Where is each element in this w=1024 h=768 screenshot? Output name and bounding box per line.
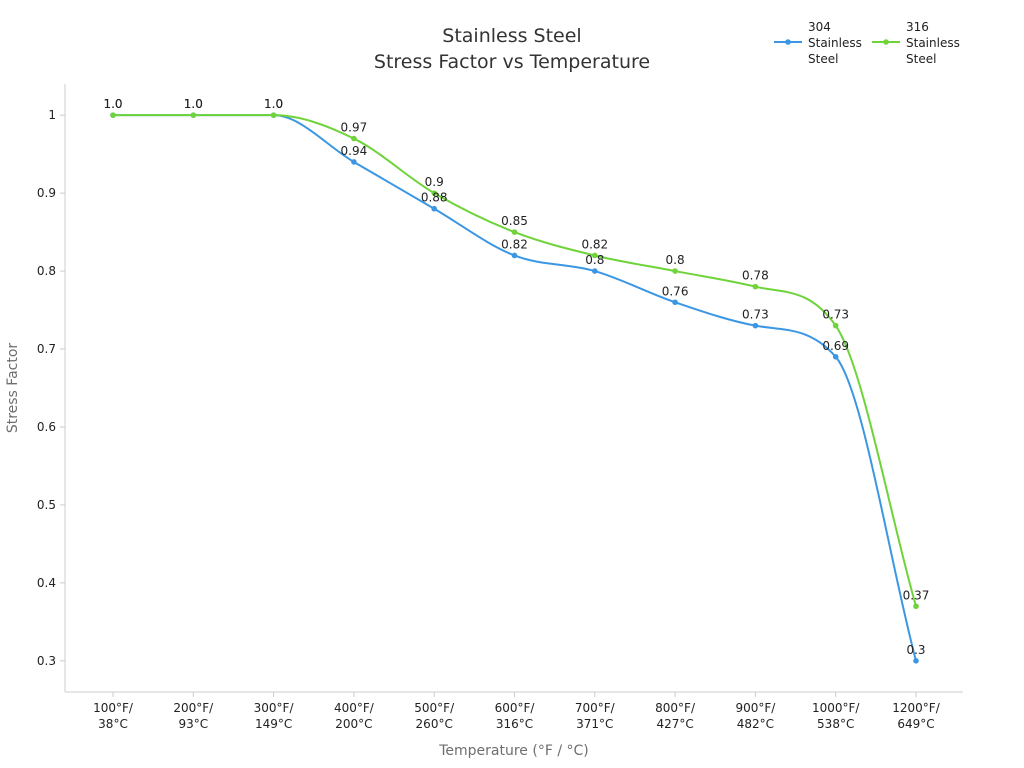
x-tick-label: 500°F/ bbox=[414, 701, 455, 715]
legend-label: Stainless bbox=[808, 36, 862, 50]
y-tick-label: 0.8 bbox=[37, 264, 56, 278]
series-1-point bbox=[832, 322, 839, 329]
series-0-data-label: 1.0 bbox=[103, 97, 122, 111]
x-tick-label: 260°C bbox=[416, 717, 453, 731]
series-0-data-label: 0.94 bbox=[341, 144, 368, 158]
x-tick-label: 371°C bbox=[576, 717, 613, 731]
series-1-data-label: 0.85 bbox=[501, 214, 528, 228]
chart-title-line-2: Stress Factor vs Temperature bbox=[374, 51, 650, 73]
series-0-point bbox=[351, 159, 357, 165]
series-1-data-label: 1.0 bbox=[103, 97, 122, 111]
y-tick-label: 0.9 bbox=[37, 186, 56, 200]
x-tick-label: 1000°F/ bbox=[812, 701, 860, 715]
y-axis-label: Stress Factor bbox=[5, 343, 21, 434]
series-1-point bbox=[190, 112, 197, 118]
series-0-data-label: 1.0 bbox=[264, 97, 283, 111]
x-tick-label: 38°C bbox=[98, 717, 128, 731]
series-0-data-label: 0.73 bbox=[742, 308, 769, 322]
x-tick-label: 93°C bbox=[178, 717, 208, 731]
x-tick-label: 800°F/ bbox=[655, 701, 696, 715]
series-1-data-label: 0.9 bbox=[425, 175, 444, 189]
x-axis-ticks: 100°F/38°C 200°F/93°C 300°F/149°C 400°F/200… bbox=[93, 692, 941, 731]
legend-swatch-marker bbox=[785, 39, 791, 45]
x-tick-label: 700°F/ bbox=[575, 701, 616, 715]
series-0-point bbox=[511, 252, 518, 259]
series-1-point bbox=[752, 283, 759, 290]
series-0-data-label: 0.69 bbox=[822, 339, 849, 353]
y-tick-label: 1 bbox=[48, 108, 56, 122]
series-0-data-label: 1.0 bbox=[184, 97, 203, 111]
series-1-data-label: 1.0 bbox=[184, 97, 203, 111]
y-axis-ticks: 0.3 0.4 0.5 0.6 0.7 0.8 0.9 1 bbox=[37, 108, 65, 668]
y-tick-label: 0.6 bbox=[37, 420, 56, 434]
y-tick-label: 0.3 bbox=[37, 654, 56, 668]
legend-label: 316 bbox=[906, 20, 929, 34]
legend-label: Steel bbox=[808, 52, 838, 66]
series-0-point bbox=[672, 299, 678, 306]
x-tick-label: 1200°F/ bbox=[892, 701, 940, 715]
series-1-point bbox=[511, 229, 518, 235]
x-tick-label: 482°C bbox=[737, 717, 774, 731]
x-tick-label: 316°C bbox=[496, 717, 533, 731]
legend-item-0[interactable]: 304 Stainless Steel bbox=[774, 20, 862, 66]
y-tick-label: 0.5 bbox=[37, 498, 56, 512]
x-axis-label: Temperature (°F / °C) bbox=[438, 743, 589, 759]
series-group bbox=[110, 112, 919, 664]
series-0-point bbox=[832, 354, 839, 360]
series-0-point bbox=[913, 658, 919, 664]
chart-title-line-1: Stainless Steel bbox=[442, 25, 581, 47]
series-1-point bbox=[270, 112, 277, 118]
series-1-point bbox=[913, 603, 919, 610]
series-0-data-label: 0.88 bbox=[421, 191, 448, 205]
x-tick-label: 100°F/ bbox=[93, 701, 134, 715]
series-1-data-label: 0.73 bbox=[822, 308, 849, 322]
x-tick-label: 538°C bbox=[817, 717, 854, 731]
series-1-point bbox=[431, 190, 438, 196]
x-tick-label: 649°C bbox=[897, 717, 934, 731]
y-tick-label: 0.7 bbox=[37, 342, 56, 356]
x-tick-label: 200°C bbox=[335, 717, 372, 731]
series-1-data-label: 1.0 bbox=[264, 97, 283, 111]
series-0-data-label: 0.82 bbox=[501, 237, 528, 251]
chart-title: Stainless Steel Stress Factor vs Tempera… bbox=[374, 25, 650, 73]
x-tick-label: 200°F/ bbox=[173, 701, 214, 715]
data-labels: 1.0 1.0 1.00.940.880.820.80.760.730.690.31… bbox=[103, 97, 929, 657]
series-1-data-label: 0.37 bbox=[903, 588, 930, 602]
legend-label: Stainless bbox=[906, 36, 960, 50]
series-0-data-label: 0.3 bbox=[906, 643, 925, 657]
series-line-0 bbox=[113, 114, 917, 662]
x-tick-label: 149°C bbox=[255, 717, 292, 731]
y-tick-label: 0.4 bbox=[37, 576, 56, 590]
legend-swatch-marker bbox=[883, 39, 889, 45]
x-tick-label: 900°F/ bbox=[735, 701, 776, 715]
series-1-point bbox=[672, 268, 678, 274]
series-0-data-label: 0.8 bbox=[585, 253, 604, 267]
series-1-data-label: 0.97 bbox=[341, 121, 368, 135]
legend-label: 304 bbox=[808, 20, 831, 34]
series-1-data-label: 0.78 bbox=[742, 269, 769, 283]
series-0-data-label: 0.76 bbox=[662, 284, 689, 298]
series-line-1 bbox=[113, 114, 917, 607]
series-1-point bbox=[110, 112, 116, 118]
series-1-point bbox=[351, 135, 357, 142]
series-1-data-label: 0.82 bbox=[581, 237, 608, 251]
series-0-point bbox=[431, 205, 438, 212]
x-tick-label: 600°F/ bbox=[495, 701, 536, 715]
x-tick-label: 300°F/ bbox=[254, 701, 295, 715]
series-1-point bbox=[592, 252, 598, 259]
series-0-point bbox=[752, 322, 759, 329]
legend-item-1[interactable]: 316 Stainless Steel bbox=[872, 20, 960, 66]
series-0-point bbox=[592, 268, 598, 274]
x-tick-label: 427°C bbox=[656, 717, 693, 731]
legend-label: Steel bbox=[906, 52, 936, 66]
legend: 304 Stainless Steel 316 Stainless Steel bbox=[774, 20, 960, 66]
series-1-data-label: 0.8 bbox=[666, 253, 685, 267]
x-tick-label: 400°F/ bbox=[334, 701, 375, 715]
